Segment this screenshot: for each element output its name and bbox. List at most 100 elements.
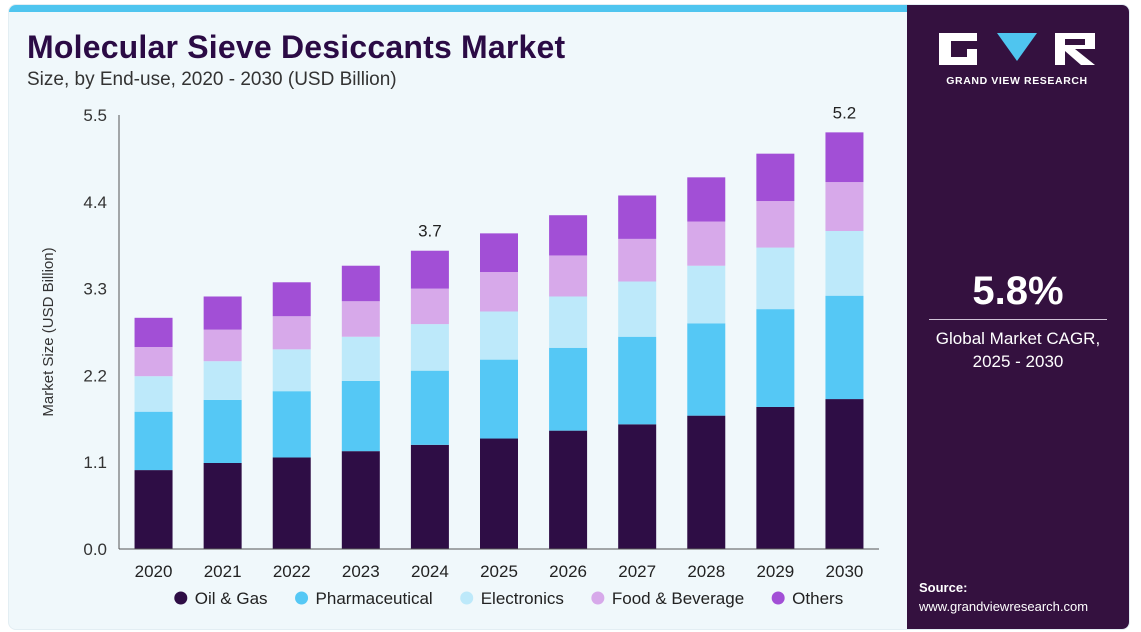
x-tick-label: 2022 bbox=[273, 562, 311, 581]
legend-marker bbox=[771, 591, 785, 605]
divider bbox=[929, 319, 1107, 320]
data-label: 3.7 bbox=[418, 222, 442, 241]
x-tick-label: 2026 bbox=[549, 562, 587, 581]
bar-segment bbox=[203, 361, 242, 400]
sidebar-panel: GRAND VIEW RESEARCH 5.8% Global Market C… bbox=[907, 5, 1129, 629]
brand-logo: GRAND VIEW RESEARCH bbox=[937, 31, 1097, 91]
cagr-label-line2: 2025 - 2030 bbox=[972, 352, 1064, 371]
bar-segment bbox=[687, 265, 726, 324]
brand-name: GRAND VIEW RESEARCH bbox=[946, 75, 1088, 87]
bar-segment bbox=[480, 233, 518, 273]
bar-segment bbox=[272, 349, 311, 392]
bars-group bbox=[134, 132, 864, 549]
accent-bar bbox=[9, 5, 907, 12]
bar-segment bbox=[410, 370, 449, 445]
chart-subtitle: Size, by End-use, 2020 - 2030 (USD Billi… bbox=[27, 69, 397, 90]
y-tick-label: 1.1 bbox=[83, 453, 107, 472]
bar-segment bbox=[825, 230, 864, 296]
bar-segment bbox=[272, 457, 311, 549]
y-axis-label: Market Size (USD Billion) bbox=[40, 247, 57, 416]
bar-segment bbox=[203, 296, 242, 330]
bar-segment bbox=[618, 281, 657, 337]
bar-segment bbox=[410, 288, 449, 325]
x-tick-label: 2030 bbox=[826, 562, 864, 581]
bar-segment bbox=[756, 153, 795, 202]
legend: Oil & Gas Pharmaceutical Electronics Food &… bbox=[174, 589, 843, 608]
bar-segment bbox=[272, 391, 311, 458]
legend-marker bbox=[460, 591, 474, 605]
x-tick-label: 2020 bbox=[135, 562, 173, 581]
y-tick-label: 4.4 bbox=[83, 193, 107, 212]
bar-segment bbox=[203, 462, 242, 549]
bar-segment bbox=[480, 359, 518, 439]
y-tick-label: 2.2 bbox=[83, 366, 107, 385]
bar-segment bbox=[480, 311, 518, 360]
bar-segment bbox=[272, 282, 311, 317]
bar-segment bbox=[134, 317, 173, 347]
y-tick-label: 5.5 bbox=[83, 106, 107, 125]
x-tick-label: 2024 bbox=[411, 562, 449, 581]
bar-segment bbox=[618, 195, 657, 239]
x-tick-label: 2021 bbox=[204, 562, 242, 581]
bar-segment bbox=[134, 346, 173, 377]
bar-segment bbox=[549, 255, 588, 297]
bar-segment bbox=[687, 221, 726, 266]
bar-segment bbox=[756, 247, 795, 310]
bar-segment bbox=[825, 132, 864, 183]
bar-segment bbox=[341, 336, 380, 381]
bar-segment bbox=[272, 316, 311, 350]
bar-segment bbox=[825, 295, 864, 400]
bar-segment bbox=[825, 182, 864, 231]
x-tick-label: 2028 bbox=[687, 562, 725, 581]
bar-segment bbox=[134, 376, 173, 412]
bar-segment bbox=[756, 406, 795, 549]
bar-segment bbox=[480, 438, 518, 549]
cagr-value: 5.8% bbox=[972, 269, 1064, 313]
source-link[interactable]: www.grandviewresearch.com bbox=[919, 599, 1089, 614]
y-tick-label: 0.0 bbox=[83, 540, 107, 559]
bar-segment bbox=[549, 430, 588, 549]
bar-segment bbox=[756, 309, 795, 407]
x-tick-label: 2023 bbox=[342, 562, 380, 581]
bar-segment bbox=[549, 296, 588, 348]
legend-marker bbox=[591, 591, 605, 605]
bar-segment bbox=[341, 380, 380, 452]
bar-segment bbox=[687, 415, 726, 549]
bar-segment bbox=[341, 451, 380, 549]
bar-segment bbox=[549, 215, 588, 256]
bar-segment bbox=[410, 250, 449, 289]
legend-marker bbox=[174, 591, 188, 605]
data-label: 5.2 bbox=[833, 103, 857, 122]
x-tick-label: 2027 bbox=[618, 562, 656, 581]
bar-segment bbox=[203, 399, 242, 463]
x-axis: 2020 2021 2022 2023 2024 2025 2026 2027 2028 2029… bbox=[119, 548, 879, 581]
x-tick-label: 2025 bbox=[480, 562, 518, 581]
legend-label: Food & Beverage bbox=[612, 589, 744, 608]
chart-title: Molecular Sieve Desiccants Market bbox=[27, 29, 566, 65]
annotations-group: 3.7 5.2 bbox=[418, 103, 856, 240]
source-label: Source: bbox=[919, 580, 968, 595]
bar-segment bbox=[618, 238, 657, 282]
bar-segment bbox=[410, 324, 449, 371]
y-axis: 0.0 1.1 2.2 3.3 4.4 5.5 Market Size (USD Billi… bbox=[40, 106, 120, 559]
cagr-label-line1: Global Market CAGR, bbox=[935, 329, 1101, 348]
x-tick-label: 2029 bbox=[756, 562, 794, 581]
bar-segment bbox=[687, 323, 726, 416]
bar-segment bbox=[618, 424, 657, 549]
legend-label: Oil & Gas bbox=[195, 589, 268, 608]
bar-segment bbox=[410, 444, 449, 549]
y-tick-label: 3.3 bbox=[83, 280, 107, 299]
infographic-frame: Molecular Sieve Desiccants Market Size, … bbox=[8, 4, 1130, 630]
legend-label: Pharmaceutical bbox=[316, 589, 433, 608]
bar-segment bbox=[825, 399, 864, 549]
bar-segment bbox=[480, 272, 518, 312]
bar-segment bbox=[756, 201, 795, 248]
bar-segment bbox=[341, 265, 380, 302]
stacked-bar-chart: 0.0 1.1 2.2 3.3 4.4 5.5 Market Size (USD Billi… bbox=[40, 103, 879, 608]
bar-segment bbox=[134, 470, 173, 549]
bar-segment bbox=[687, 177, 726, 222]
cagr-label: Global Market CAGR, 2025 - 2030 bbox=[907, 327, 1129, 373]
legend-marker bbox=[295, 591, 309, 605]
gvr-logo-icon bbox=[939, 33, 1095, 65]
bar-segment bbox=[341, 301, 380, 337]
